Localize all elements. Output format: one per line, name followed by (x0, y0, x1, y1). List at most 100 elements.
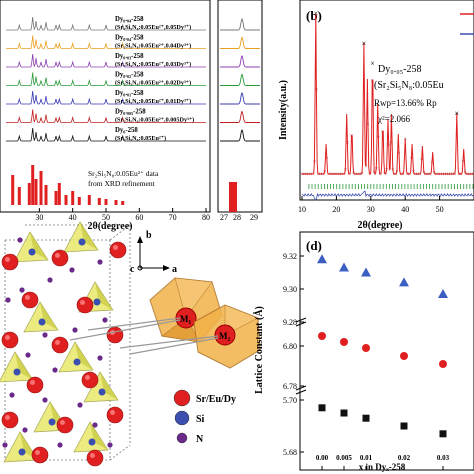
reference-label-2: from XRD refinement (88, 179, 156, 188)
panel-b-tag: (b) (306, 8, 322, 23)
si-tetrahedron-face-1 (80, 222, 98, 250)
observed-point-65: × (435, 172, 438, 178)
xrd-trace-1 (6, 35, 206, 50)
n-atom-3 (97, 259, 103, 265)
sr-atom-6 (51, 336, 69, 354)
bragg-positions (308, 184, 474, 189)
connector-4 (129, 337, 219, 355)
reference-bar-8 (57, 183, 61, 205)
si-tetrahedron-face-0 (30, 232, 48, 260)
panel-a-reference-bars (11, 165, 125, 205)
si-tetrahedron-face-4 (15, 352, 33, 380)
si-atom-2 (93, 298, 101, 306)
observed-point-51: × (406, 172, 409, 178)
observed-point-8: × (317, 172, 320, 178)
d-ytick-t0: 9.32 (283, 252, 297, 261)
sr-atom-highlight-12 (110, 410, 115, 415)
site-m1-label: M₁ (180, 314, 191, 324)
axis-b-head (137, 236, 143, 243)
observed-point-2: × (304, 172, 307, 178)
observed-point-4: × (309, 172, 312, 178)
n-atom-9 (25, 352, 31, 358)
inset-trace-5 (220, 110, 260, 123)
peak-marker-0: × (314, 9, 319, 18)
si-atom-1 (78, 238, 86, 246)
connector-3 (119, 335, 219, 349)
observed-point-61: × (426, 172, 429, 178)
d-xtick-0: 0.00 (316, 454, 329, 462)
legend-label-2: N (196, 434, 204, 445)
observed-point-82: × (470, 172, 473, 178)
d-ytick-t2: 9.28 (283, 318, 297, 327)
annotation-1: Dy₀.₀₅-258 (378, 64, 422, 75)
si-atom-3 (38, 318, 46, 326)
observed-point-77: × (459, 172, 462, 178)
n-atom-13 (77, 402, 83, 408)
a-lattice-point-3 (399, 277, 409, 287)
sr-atom-highlight-6 (55, 340, 60, 345)
observed-point-60: × (424, 172, 427, 178)
observed-point-14: × (329, 172, 332, 178)
sr-atom-0 (1, 253, 19, 271)
trace-label-4: Dy₀.₀₁-258 (115, 90, 144, 97)
reference-bar-13 (97, 198, 101, 205)
a-xtick-40: 40 (69, 213, 77, 222)
inset-trace-6 (220, 129, 260, 142)
n-atom-16 (92, 422, 98, 428)
trace-label-6: Dy₀-258 (115, 127, 138, 134)
site-m2-atom (214, 324, 236, 346)
reference-bar-4 (34, 179, 38, 205)
observed-point-17: × (335, 172, 338, 178)
b-xtick-40: 40 (401, 205, 409, 214)
n-atom-15 (22, 427, 28, 433)
b-xtick-30: 30 (367, 205, 375, 214)
n-atom-2 (69, 267, 75, 273)
observed-point-1: × (302, 172, 305, 178)
reference-bar-12 (87, 195, 91, 205)
panel-a-inset: 27 28 29 (217, 0, 263, 222)
d-ytick-m0: 6.80 (283, 342, 297, 351)
sr-atom-highlight-14 (90, 453, 95, 458)
reference-bar-0 (11, 175, 15, 205)
axis-break-2 (295, 321, 307, 327)
si-atom-7 (48, 418, 56, 426)
observed-point-31: × (364, 164, 367, 170)
inset-trace-4 (220, 92, 260, 105)
xrd-trace-0 (6, 16, 206, 31)
observed-point-45: × (393, 172, 396, 178)
sr-atom-5 (1, 331, 19, 349)
axis-break-1 (295, 317, 307, 323)
reference-label: Sr₂Si₅N₈:0.05Eu²⁺ data (88, 169, 159, 178)
si-atom-8 (18, 448, 26, 456)
trace-label-0: Dy₀.₀₄-258 (115, 16, 144, 23)
axis-a-head (163, 265, 170, 271)
d-ytick-m1: 6.78 (283, 382, 297, 391)
a-lattice-point-2 (361, 267, 371, 277)
observed-point-62: × (428, 172, 431, 178)
observed-point-52: × (408, 172, 411, 178)
inset-frame (217, 0, 263, 213)
a-xtick-80: 80 (202, 213, 210, 222)
n-atom-8 (72, 327, 78, 333)
si-tetrahedron-face-5 (75, 342, 93, 370)
b-lattice-point-2 (362, 414, 370, 422)
inset-trace-2 (220, 55, 260, 68)
observed-point-69: × (443, 172, 446, 178)
observed-point-55: × (414, 172, 417, 178)
xrd-trace-6 (6, 127, 206, 142)
n-atom-10 (52, 367, 58, 373)
sr-atom-highlight-9 (85, 375, 90, 380)
reference-bar-5 (39, 171, 43, 205)
observed-point-38: × (379, 172, 382, 178)
sr-atom-9 (81, 371, 99, 389)
observed-point-15: × (331, 172, 334, 178)
inset-xtick-28: 28 (233, 213, 241, 222)
n-atom-4 (19, 287, 25, 293)
reference-bar-6 (44, 185, 48, 205)
observed-point-83: × (472, 172, 474, 178)
annotation-2: (Sr₂Si₅N₈:0.05Eu (374, 80, 444, 91)
sr-atom-13 (31, 446, 49, 464)
c-lattice-point-0 (318, 332, 326, 340)
legend-swatch-1 (174, 410, 190, 426)
si-atom-4 (13, 368, 21, 376)
